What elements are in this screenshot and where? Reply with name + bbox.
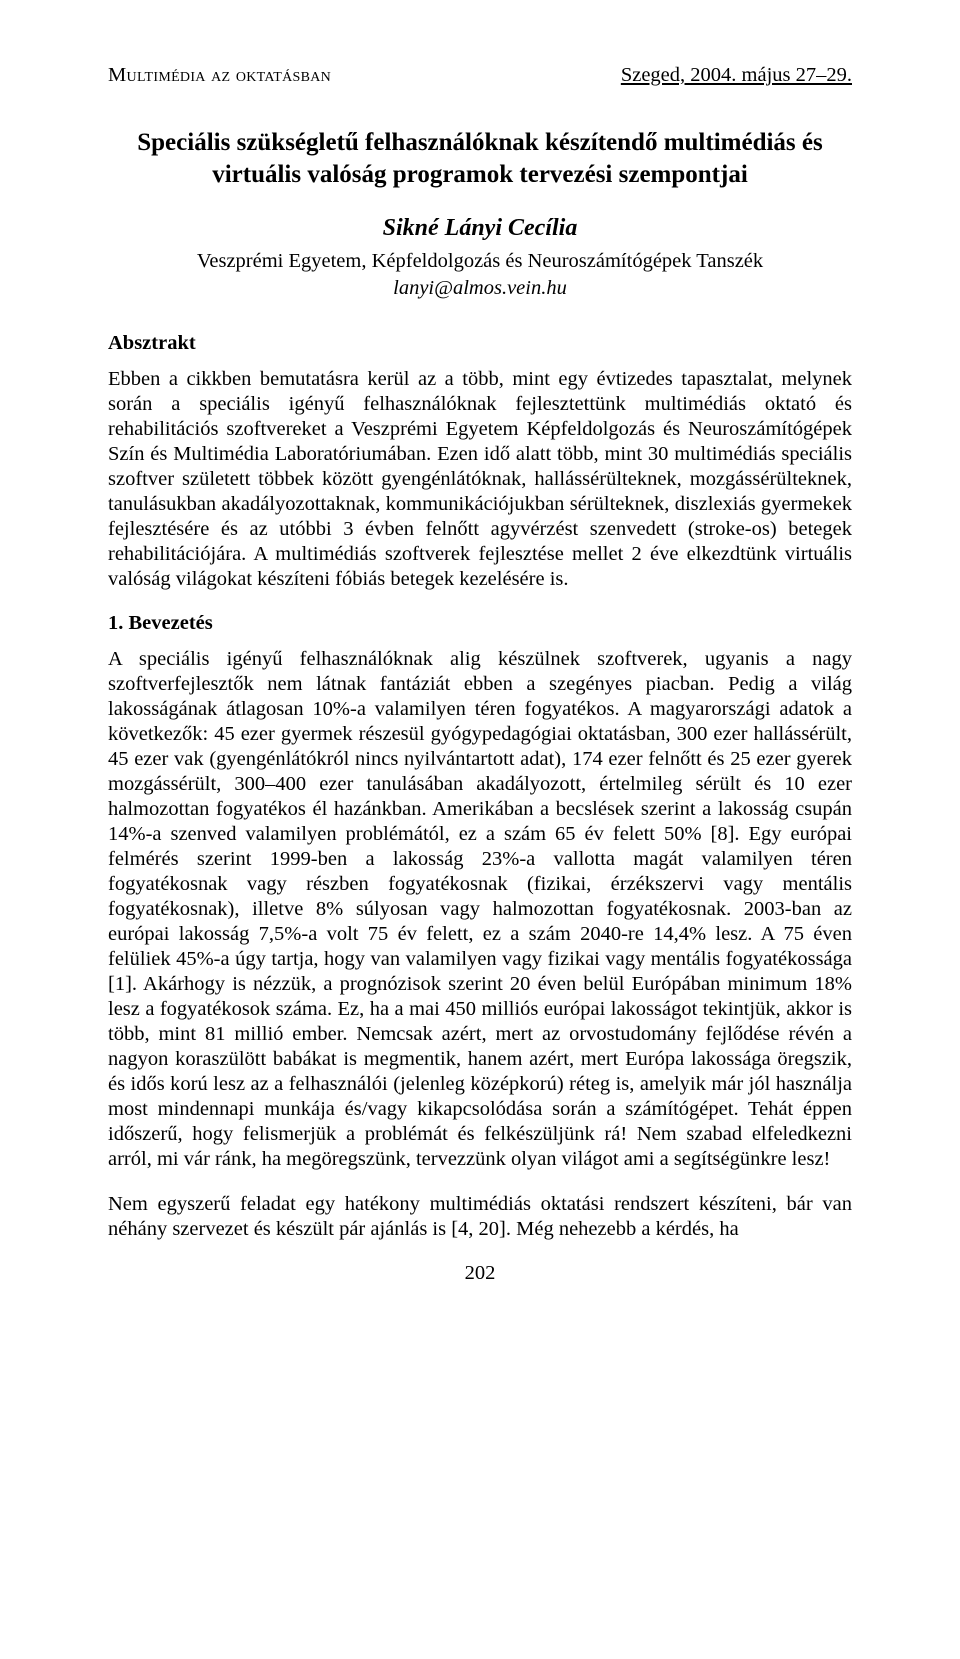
running-head-left: Multimédia az oktatásban bbox=[108, 64, 331, 87]
intro-heading: 1. Bevezetés bbox=[108, 612, 852, 635]
author-affiliation: Veszprémi Egyetem, Képfeldolgozás és Neu… bbox=[108, 250, 852, 273]
intro-body-1: A speciális igényű felhasználóknak alig … bbox=[108, 647, 852, 1172]
abstract-heading: Absztrakt bbox=[108, 332, 852, 355]
abstract-body: Ebben a cikkben bemutatásra kerül az a t… bbox=[108, 367, 852, 592]
running-head: Multimédia az oktatásban Szeged, 2004. m… bbox=[108, 64, 852, 87]
page-container: Multimédia az oktatásban Szeged, 2004. m… bbox=[0, 0, 960, 1659]
paper-title: Speciális szükségletű felhasználóknak ké… bbox=[108, 127, 852, 191]
page-number: 202 bbox=[108, 1262, 852, 1285]
author-email: lanyi@almos.vein.hu bbox=[108, 277, 852, 300]
intro-body-2: Nem egyszerű feladat egy hatékony multim… bbox=[108, 1192, 852, 1242]
running-head-right: Szeged, 2004. május 27–29. bbox=[621, 64, 852, 87]
author-name: Sikné Lányi Cecília bbox=[108, 215, 852, 242]
